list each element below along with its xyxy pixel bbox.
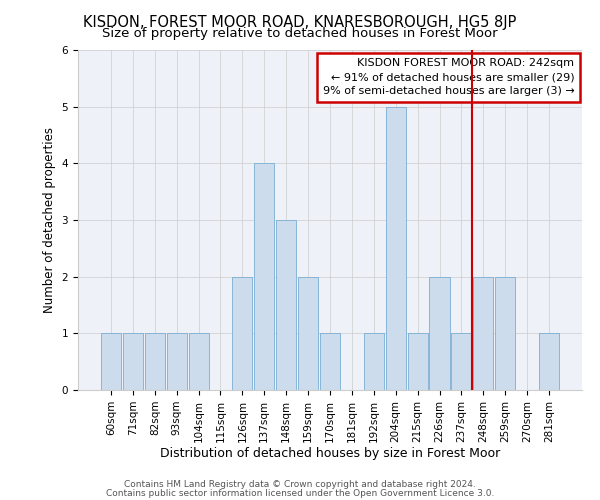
Text: KISDON, FOREST MOOR ROAD, KNARESBOROUGH, HG5 8JP: KISDON, FOREST MOOR ROAD, KNARESBOROUGH,… [83, 15, 517, 30]
Bar [167, 334, 187, 390]
Bar [473, 276, 493, 390]
Bar [145, 334, 165, 390]
Bar [495, 276, 515, 390]
Bar [188, 334, 209, 390]
Bar [430, 276, 449, 390]
Bar [254, 164, 274, 390]
Bar [298, 276, 318, 390]
Text: Contains public sector information licensed under the Open Government Licence 3.: Contains public sector information licen… [106, 488, 494, 498]
Bar [451, 334, 472, 390]
Bar [276, 220, 296, 390]
Bar [364, 334, 384, 390]
Text: Contains HM Land Registry data © Crown copyright and database right 2024.: Contains HM Land Registry data © Crown c… [124, 480, 476, 489]
Y-axis label: Number of detached properties: Number of detached properties [43, 127, 56, 313]
Bar [407, 334, 428, 390]
Bar [123, 334, 143, 390]
Bar [101, 334, 121, 390]
X-axis label: Distribution of detached houses by size in Forest Moor: Distribution of detached houses by size … [160, 448, 500, 460]
Bar [320, 334, 340, 390]
Text: Size of property relative to detached houses in Forest Moor: Size of property relative to detached ho… [102, 28, 498, 40]
Text: KISDON FOREST MOOR ROAD: 242sqm
← 91% of detached houses are smaller (29)
9% of : KISDON FOREST MOOR ROAD: 242sqm ← 91% of… [323, 58, 574, 96]
Bar [539, 334, 559, 390]
Bar [386, 106, 406, 390]
Bar [232, 276, 253, 390]
